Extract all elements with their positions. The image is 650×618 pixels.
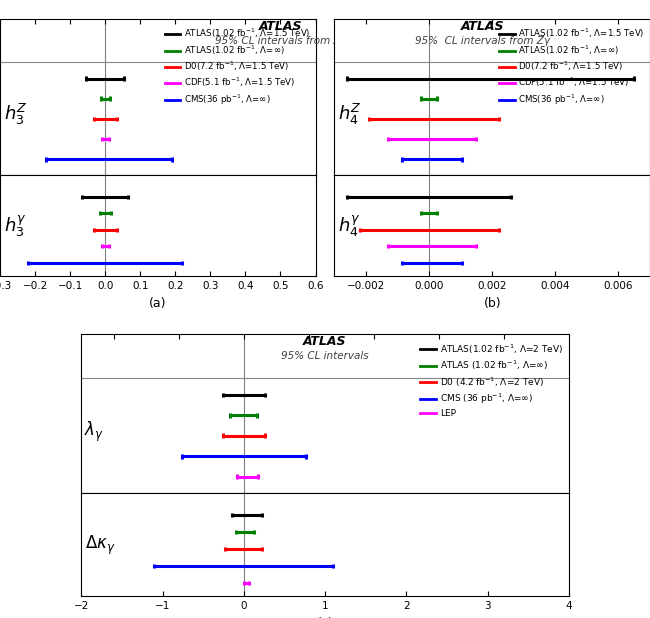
- Text: ATLAS: ATLAS: [304, 335, 346, 348]
- Text: $\lambda_\gamma$: $\lambda_\gamma$: [84, 420, 105, 444]
- Legend: ATLAS(1.02 fb$^{-1}$, Λ=2 TeV), ATLAS (1.02 fb$^{-1}$, Λ=∞), D0 (4.2 fb$^{-1}$, : ATLAS(1.02 fb$^{-1}$, Λ=2 TeV), ATLAS (1…: [419, 341, 564, 419]
- Text: $h_4^Z$: $h_4^Z$: [337, 103, 361, 127]
- X-axis label: (b): (b): [484, 297, 501, 310]
- X-axis label: (c): (c): [317, 617, 333, 618]
- Text: $\Delta\kappa_\gamma$: $\Delta\kappa_\gamma$: [85, 534, 116, 557]
- Text: 95% CL intervals from Zγ: 95% CL intervals from Zγ: [214, 36, 346, 46]
- Legend: ATLAS(1.02 fb$^{-1}$, Λ=1.5 TeV), ATLAS(1.02 fb$^{-1}$, Λ=∞), D0(7.2 fb$^{-1}$, : ATLAS(1.02 fb$^{-1}$, Λ=1.5 TeV), ATLAS(…: [164, 26, 311, 108]
- Text: $h_3^\gamma$: $h_3^\gamma$: [3, 214, 26, 239]
- Text: 95% CL intervals: 95% CL intervals: [281, 351, 369, 361]
- Text: 95%  CL intervals from Zγ: 95% CL intervals from Zγ: [415, 36, 551, 46]
- Text: $h_3^Z$: $h_3^Z$: [3, 103, 27, 127]
- Text: ATLAS: ATLAS: [259, 20, 302, 33]
- Text: ATLAS: ATLAS: [461, 20, 504, 33]
- X-axis label: (a): (a): [149, 297, 166, 310]
- Legend: ATLAS(1.02 fb$^{-1}$, Λ=1.5 TeV), ATLAS(1.02 fb$^{-1}$, Λ=∞), D0(7.2 fb$^{-1}$, : ATLAS(1.02 fb$^{-1}$, Λ=1.5 TeV), ATLAS(…: [499, 26, 645, 108]
- Text: $h_4^\gamma$: $h_4^\gamma$: [337, 214, 360, 239]
